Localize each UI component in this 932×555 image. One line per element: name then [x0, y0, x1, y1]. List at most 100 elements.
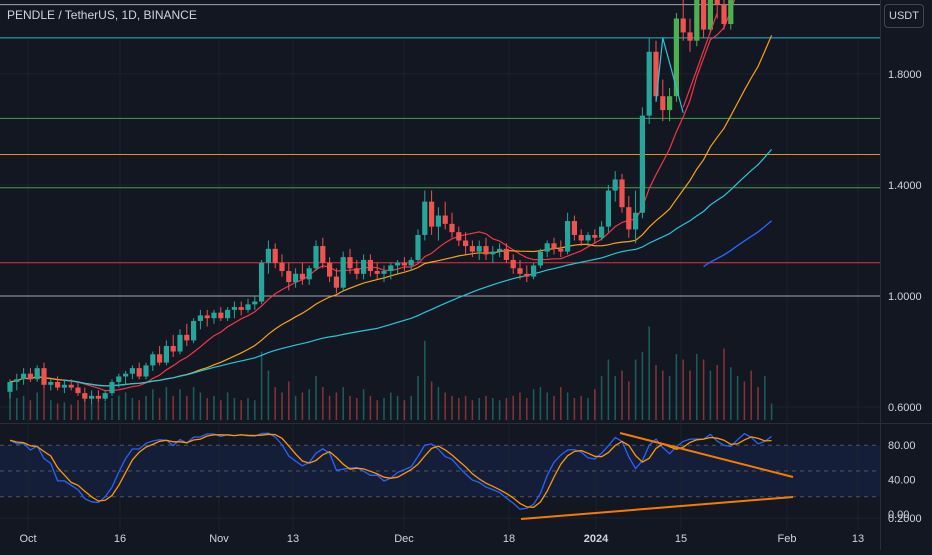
volume-bar [464, 395, 467, 420]
currency-button[interactable]: USDT [884, 4, 924, 28]
volume-bar [179, 389, 181, 420]
candle-body [170, 345, 176, 352]
volume-bar [696, 354, 698, 420]
candle-body [109, 382, 115, 394]
volume-bar [77, 400, 79, 420]
volume-bar [131, 398, 134, 420]
volume-bar [662, 370, 664, 420]
volume-bar [709, 370, 712, 420]
candle-body [313, 246, 319, 269]
candle-body [646, 51, 652, 116]
volume-bar [403, 400, 406, 420]
candle-body [293, 273, 299, 283]
candle-body [354, 268, 360, 274]
candle-body [150, 354, 156, 366]
x-tick-label: Feb [778, 533, 797, 545]
candle-body [55, 382, 61, 388]
volume-bar [124, 392, 127, 420]
candle-body [204, 315, 210, 319]
candle-body [408, 259, 414, 266]
volume-bar [335, 392, 338, 420]
candle-body [95, 395, 101, 399]
candle-body [680, 18, 686, 33]
volume-bar [226, 392, 229, 420]
volume-bar [485, 395, 487, 420]
volume-bar [424, 340, 426, 420]
volume-bar [145, 395, 147, 420]
volume-bar [634, 359, 637, 420]
candle-body [286, 271, 292, 283]
volume-bar [362, 389, 365, 420]
candle-body [510, 259, 516, 269]
volume-bar [118, 395, 120, 420]
volume-bar [36, 392, 38, 420]
volume-bar [396, 395, 399, 420]
x-tick-label: Nov [209, 533, 229, 545]
stoch-tick-label: 40.00 [888, 475, 916, 487]
volume-bar [288, 381, 290, 420]
candle-body [707, 0, 713, 30]
volume-bar [594, 389, 596, 420]
candle-body [544, 243, 550, 252]
candle-body [612, 179, 618, 191]
volume-bar [444, 392, 446, 420]
volume-bar [560, 387, 562, 420]
candle-body [211, 312, 217, 319]
candle-body [605, 190, 611, 227]
volume-bar [301, 392, 304, 420]
volume-bar [553, 395, 555, 420]
candle-body [299, 273, 305, 280]
candle-body [435, 215, 441, 227]
volume-bar [730, 367, 732, 420]
candle-body [7, 382, 13, 392]
volume-bar [546, 392, 548, 420]
candle-body [490, 251, 496, 255]
candle-body [537, 251, 543, 266]
volume-bar [716, 365, 718, 420]
volume-bar [655, 365, 657, 420]
candle-body [599, 226, 605, 238]
y-tick-label: 1.8000 [888, 69, 922, 81]
volume-bar [50, 400, 52, 420]
volume-bar [526, 398, 528, 420]
volume-bar [84, 398, 86, 420]
volume-bar [587, 398, 589, 420]
volume-bar [492, 398, 494, 420]
volume-bar [498, 400, 501, 420]
candle-body [68, 384, 74, 388]
candle-body [531, 265, 537, 277]
candle-body [14, 379, 20, 383]
volume-bar [743, 381, 746, 420]
candle-body [381, 271, 387, 274]
candle-body [320, 246, 326, 263]
candle-body [238, 307, 244, 310]
candle-body [272, 248, 278, 263]
candle-body [429, 201, 435, 227]
volume-bar [240, 400, 242, 420]
volume-bar [519, 392, 521, 420]
x-tick-label: 13 [852, 533, 864, 545]
volume-bar [668, 376, 671, 420]
candle-body [626, 207, 632, 230]
volume-bar [138, 400, 140, 420]
volume-bar [233, 398, 236, 420]
candle-body [524, 273, 530, 277]
candle-body [367, 259, 373, 272]
candle-body [667, 96, 673, 111]
candle-body [571, 221, 577, 235]
candle-body [728, 0, 734, 25]
candle-body [48, 382, 54, 385]
volume-bar [322, 387, 324, 420]
volume-bar [390, 392, 392, 420]
candle-body [714, 0, 720, 5]
volume-bar [342, 387, 344, 420]
candle-body [701, 0, 707, 30]
candle-body [327, 262, 333, 277]
stoch-pane [0, 424, 880, 524]
volume-bar [628, 381, 630, 420]
y-tick-label: 1.0000 [888, 291, 922, 303]
volume-bar [614, 376, 616, 420]
y-tick-label: 0.6000 [888, 402, 922, 414]
volume-bar [566, 392, 569, 420]
